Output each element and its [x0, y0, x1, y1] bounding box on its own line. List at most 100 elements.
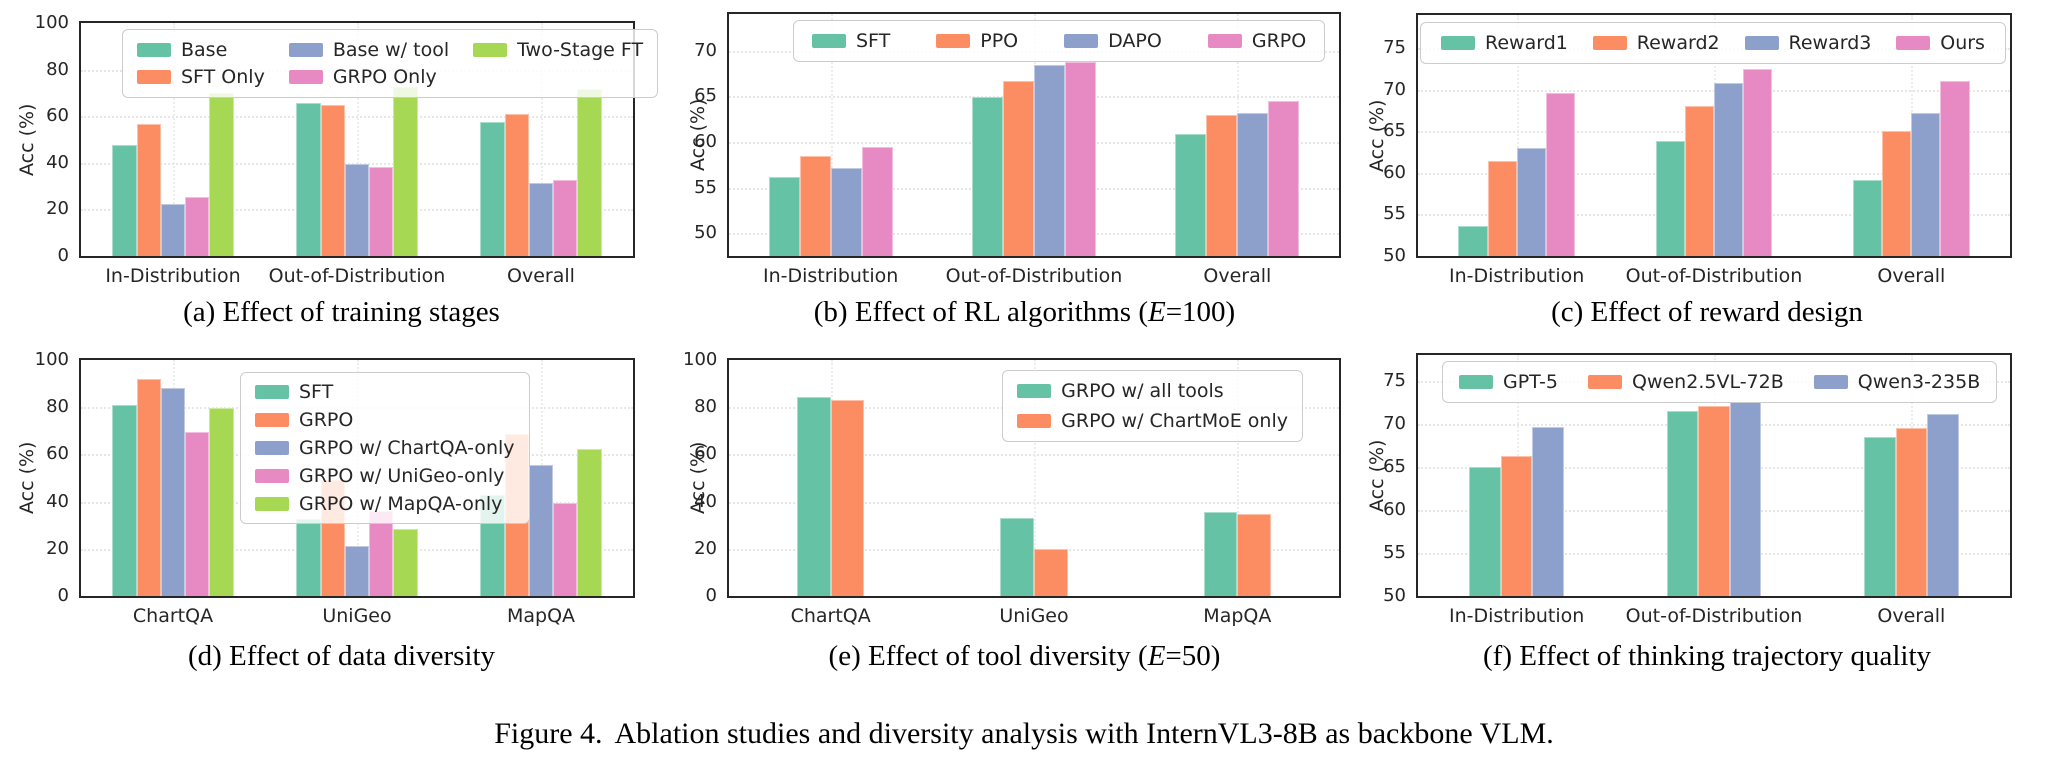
y-tick-label: 60	[694, 130, 717, 152]
legend-swatch	[1592, 36, 1627, 50]
y-tick-label: 50	[1383, 245, 1406, 266]
legend-label: Reward3	[1788, 32, 1872, 54]
legend-label: GRPO w/ ChartQA-only	[299, 437, 515, 459]
legend-item: Ours	[1896, 32, 1985, 54]
subplot-caption-part: E	[1147, 296, 1166, 328]
legend-swatch	[936, 34, 971, 48]
bar-base-overall	[480, 122, 505, 256]
bar-ppo-in-distribution	[799, 156, 831, 256]
y-tick-label: 60	[46, 443, 69, 465]
y-tick-label: 0	[705, 585, 717, 606]
legend-label: GRPO	[1251, 30, 1307, 52]
x-tick-label: Overall	[1877, 605, 1946, 627]
x-tick-label: ChartQA	[132, 605, 214, 627]
bar-sft-in-distribution	[768, 176, 800, 256]
subplot-caption-part: (e) Effect of tool diversity (	[828, 640, 1148, 672]
legend-label: Qwen3-235B	[1857, 371, 1981, 393]
legend-swatch	[288, 70, 323, 84]
bar-base-w-tool-out-of-distribution	[344, 163, 370, 256]
bar-ours-out-of-distribution	[1743, 69, 1773, 256]
x-gridline	[1237, 360, 1240, 596]
x-tick-label: In-Distribution	[762, 265, 899, 287]
bar-grpo-w-mapqa-only-unigeo	[393, 528, 418, 596]
x-tick-label: MapQA	[1203, 605, 1272, 627]
y-tick-label: 60	[1383, 161, 1406, 183]
legend-label: GPT-5	[1503, 371, 1558, 393]
bar-sft-chartqa	[112, 404, 137, 596]
legend-label: SFT Only	[181, 66, 265, 88]
legend-label: SFT	[299, 381, 334, 403]
subplot-caption-part: E	[1147, 640, 1166, 672]
legend-label: GRPO Only	[332, 66, 437, 88]
legend-label: DAPO	[1108, 30, 1162, 52]
legend-item: GRPO w/ MapQA-only	[255, 493, 515, 515]
bar-grpo-w-chartqa-only-chartqa	[160, 388, 186, 596]
y-tick-label: 75	[1383, 37, 1406, 59]
subplot-a: Acc (%) 0 20 40 60 80 100 In-Distribution Out-of…	[0, 0, 683, 340]
bar-grpo-only-overall	[553, 180, 578, 256]
bar-qwen3-235b-in-distribution	[1532, 427, 1565, 596]
legend-swatch	[473, 43, 508, 57]
bar-grpo-w-chartmoe-only-unigeo	[1034, 548, 1068, 596]
subplot-caption: (a) Effect of training stages	[0, 295, 683, 330]
y-axis-label: Acc (%)	[687, 441, 709, 515]
legend: SFT GRPO GRPO w/ ChartQA-only GRPO w/ UniGe…	[240, 372, 530, 524]
legend: GPT-5 Qwen2.5VL-72B Qwen3-235B	[1442, 361, 1998, 403]
legend-item: SFT	[255, 381, 515, 403]
legend-swatch	[1207, 34, 1242, 48]
x-tick-label: ChartQA	[790, 605, 871, 627]
x-gridline	[541, 23, 543, 256]
bar-dapo-overall	[1237, 112, 1269, 256]
bar-grpo-w-all-tools-unigeo	[1000, 518, 1034, 596]
subplot-d: Acc (%) 0 20 40 60 80 100 ChartQA UniGeo MapQA SFT…	[0, 340, 683, 690]
y-tick-label: 50	[1383, 585, 1406, 606]
y-tick-label: 20	[46, 198, 69, 220]
bar-two-stage-ft-overall	[577, 89, 602, 256]
legend-item: PPO	[936, 30, 1018, 52]
legend-item: SFT	[812, 30, 890, 52]
bar-base-out-of-distribution	[296, 103, 321, 256]
y-tick-label: 0	[57, 585, 69, 606]
legend-item: Reward2	[1592, 32, 1720, 54]
legend-item: SFT Only	[137, 66, 265, 88]
x-gridline	[357, 23, 359, 256]
subplot-caption: (c) Effect of reward design	[1366, 295, 2048, 330]
x-tick-label: Overall	[1203, 265, 1272, 287]
y-axis-label: Acc (%)	[16, 103, 38, 176]
legend-swatch	[1813, 375, 1848, 389]
y-tick-label: 60	[46, 105, 69, 127]
y-tick-label: 0	[57, 245, 69, 266]
bar-sft-overall	[1175, 133, 1207, 256]
bar-gpt-5-in-distribution	[1469, 466, 1501, 596]
bar-grpo-w-chartqa-only-mapqa	[528, 465, 554, 596]
x-gridline	[1516, 15, 1519, 256]
y-tick-label: 80	[46, 396, 69, 418]
legend-swatch	[137, 43, 171, 57]
bar-reward3-overall	[1911, 113, 1941, 256]
legend-swatch	[255, 385, 289, 399]
legend-label: GRPO	[299, 409, 354, 431]
legend: Reward1 Reward2 Reward3 Ours	[1420, 22, 2006, 64]
y-tick-label: 60	[694, 443, 717, 465]
bar-reward3-out-of-distribution	[1714, 83, 1744, 256]
legend-item: GRPO w/ all tools	[1017, 380, 1288, 402]
y-tick-label: 40	[46, 151, 69, 173]
bar-grpo-overall	[1268, 100, 1300, 256]
bar-sft-only-out-of-distribution	[320, 104, 345, 256]
bar-qwen3-235b-overall	[1927, 414, 1959, 596]
y-tick-label: 70	[694, 39, 717, 61]
y-tick-label: 65	[694, 85, 717, 107]
y-tick-label: 20	[46, 537, 69, 559]
subplot-caption-part: =50)	[1165, 640, 1221, 672]
legend-swatch	[1896, 36, 1931, 50]
legend-item: Reward3	[1744, 32, 1872, 54]
x-tick-label: MapQA	[506, 605, 576, 627]
legend-item: Two-Stage FT	[473, 39, 643, 61]
bar-grpo-chartqa	[136, 378, 161, 596]
bar-reward2-overall	[1882, 131, 1912, 256]
y-tick-label: 65	[1383, 120, 1406, 142]
subplot-f: Acc (%) 50 55 60 65 70 75 In-Distribution Out-of…	[1366, 340, 2048, 690]
bar-sft-out-of-distribution	[971, 97, 1003, 256]
legend-label: Base w/ tool	[332, 39, 450, 61]
y-tick-label: 80	[46, 58, 69, 80]
